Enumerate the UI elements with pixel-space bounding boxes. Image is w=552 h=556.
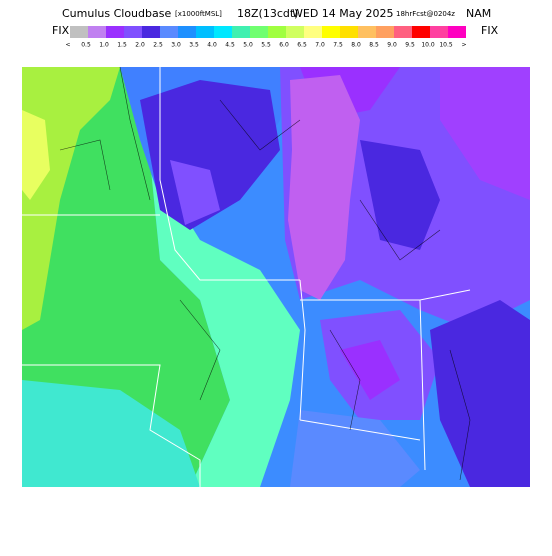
color-swatch	[106, 26, 124, 38]
color-swatch	[358, 26, 376, 38]
time: 18Z(13cdt)	[237, 7, 298, 20]
color-swatch	[214, 26, 232, 38]
colorbar-label: 9.0	[387, 42, 397, 49]
color-swatch	[448, 26, 466, 38]
color-swatch	[250, 26, 268, 38]
color-swatch	[340, 26, 358, 38]
colorbar-label: 8.0	[351, 42, 361, 49]
colorbar-label: 4.5	[225, 42, 235, 49]
colorbar-label: 8.5	[369, 42, 379, 49]
colorbar-label: 9.5	[405, 42, 415, 49]
colorbar-label: 4.0	[207, 42, 217, 49]
map	[22, 67, 530, 487]
colorbar-label: 2.0	[135, 42, 145, 49]
colorbar: <0.5 1.0 1.5 2.0 2.5 3.0 3.5 4.0 4.5 5.0 5.5 6.0 6.5…	[65, 26, 467, 49]
colorbar-label: <	[65, 42, 70, 49]
model: NAM	[466, 7, 491, 20]
colorbar-label: 3.5	[189, 42, 199, 49]
colorbar-label: 5.0	[243, 42, 253, 49]
color-swatch	[286, 26, 304, 38]
colorbar-label: >	[461, 42, 466, 49]
color-swatch	[232, 26, 250, 38]
color-swatch	[394, 26, 412, 38]
color-swatch	[412, 26, 430, 38]
color-swatch	[88, 26, 106, 38]
colorbar-label: 5.5	[261, 42, 271, 49]
color-swatch	[304, 26, 322, 38]
color-swatch	[430, 26, 448, 38]
colorbar-label: 6.0	[279, 42, 289, 49]
colorbar-label: 7.0	[315, 42, 325, 49]
colorbar-label: 1.5	[117, 42, 127, 49]
colorbar-label: 6.5	[297, 42, 307, 49]
units: [x1000ftMSL]	[175, 10, 222, 18]
color-swatch	[124, 26, 142, 38]
colorbar-label: 3.0	[171, 42, 181, 49]
color-swatch	[70, 26, 88, 38]
title: Cumulus Cloudbase	[62, 7, 171, 20]
color-swatch	[376, 26, 394, 38]
forecast: 18hrFcst@0204z	[396, 10, 455, 18]
fix-right: FIX	[481, 24, 499, 37]
colorbar-label: 1.0	[99, 42, 109, 49]
color-swatch	[142, 26, 160, 38]
colorbar-label: 10.0	[421, 42, 435, 49]
color-swatch	[178, 26, 196, 38]
date: WED 14 May 2025	[292, 7, 394, 20]
color-swatch	[322, 26, 340, 38]
color-swatch	[160, 26, 178, 38]
colorbar-label: 0.5	[81, 42, 91, 49]
colorbar-label: 10.5	[439, 42, 453, 49]
colorbar-label: 7.5	[333, 42, 343, 49]
colorbar-label: 2.5	[153, 42, 163, 49]
fix-left: FIX	[52, 24, 70, 37]
color-swatch	[268, 26, 286, 38]
color-swatch	[196, 26, 214, 38]
